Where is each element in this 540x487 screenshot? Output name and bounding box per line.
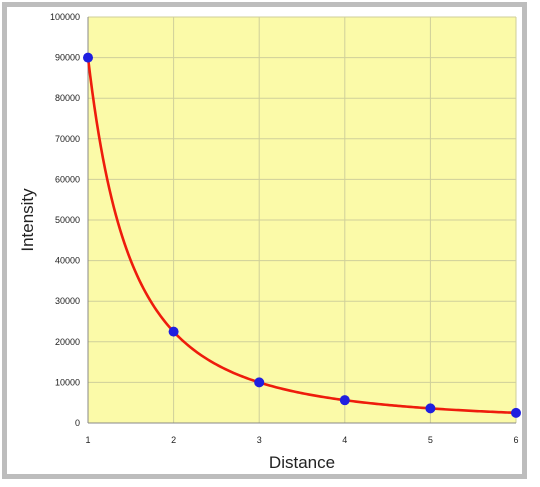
data-points (83, 52, 521, 418)
data-point (425, 403, 436, 414)
y-tick-label: 90000 (55, 53, 80, 63)
x-tick-label: 1 (85, 435, 90, 445)
x-tick-label: 5 (428, 435, 433, 445)
fit-curve-line (86, 57, 517, 415)
y-tick-label: 70000 (55, 134, 80, 144)
data-point (83, 52, 93, 63)
x-tick-labels: 1 2 3 4 5 6 (85, 435, 518, 445)
y-tick-label: 100000 (50, 12, 80, 22)
y-tick-labels: 0 10000 20000 30000 40000 50000 60000 70000 8000… (50, 12, 80, 428)
y-tick-label: 40000 (55, 256, 80, 266)
x-tick-label: 6 (513, 435, 518, 445)
data-point (168, 326, 179, 337)
y-tick-label: 30000 (55, 296, 80, 306)
y-tick-label: 10000 (55, 377, 80, 387)
data-point (339, 395, 350, 406)
y-tick-label: 80000 (55, 93, 80, 103)
y-tick-label: 20000 (55, 337, 80, 347)
x-tick-label: 3 (257, 435, 262, 445)
y-tick-label: 60000 (55, 174, 80, 184)
x-tick-label: 4 (342, 435, 347, 445)
y-axis-title: Intensity (18, 188, 37, 252)
data-point (254, 377, 265, 388)
grid-lines (87, 16, 517, 424)
x-tick-label: 2 (171, 435, 176, 445)
data-point (511, 407, 521, 418)
y-tick-label: 0 (75, 418, 80, 428)
x-axis-title: Distance (269, 453, 335, 472)
y-tick-label: 50000 (55, 215, 80, 225)
